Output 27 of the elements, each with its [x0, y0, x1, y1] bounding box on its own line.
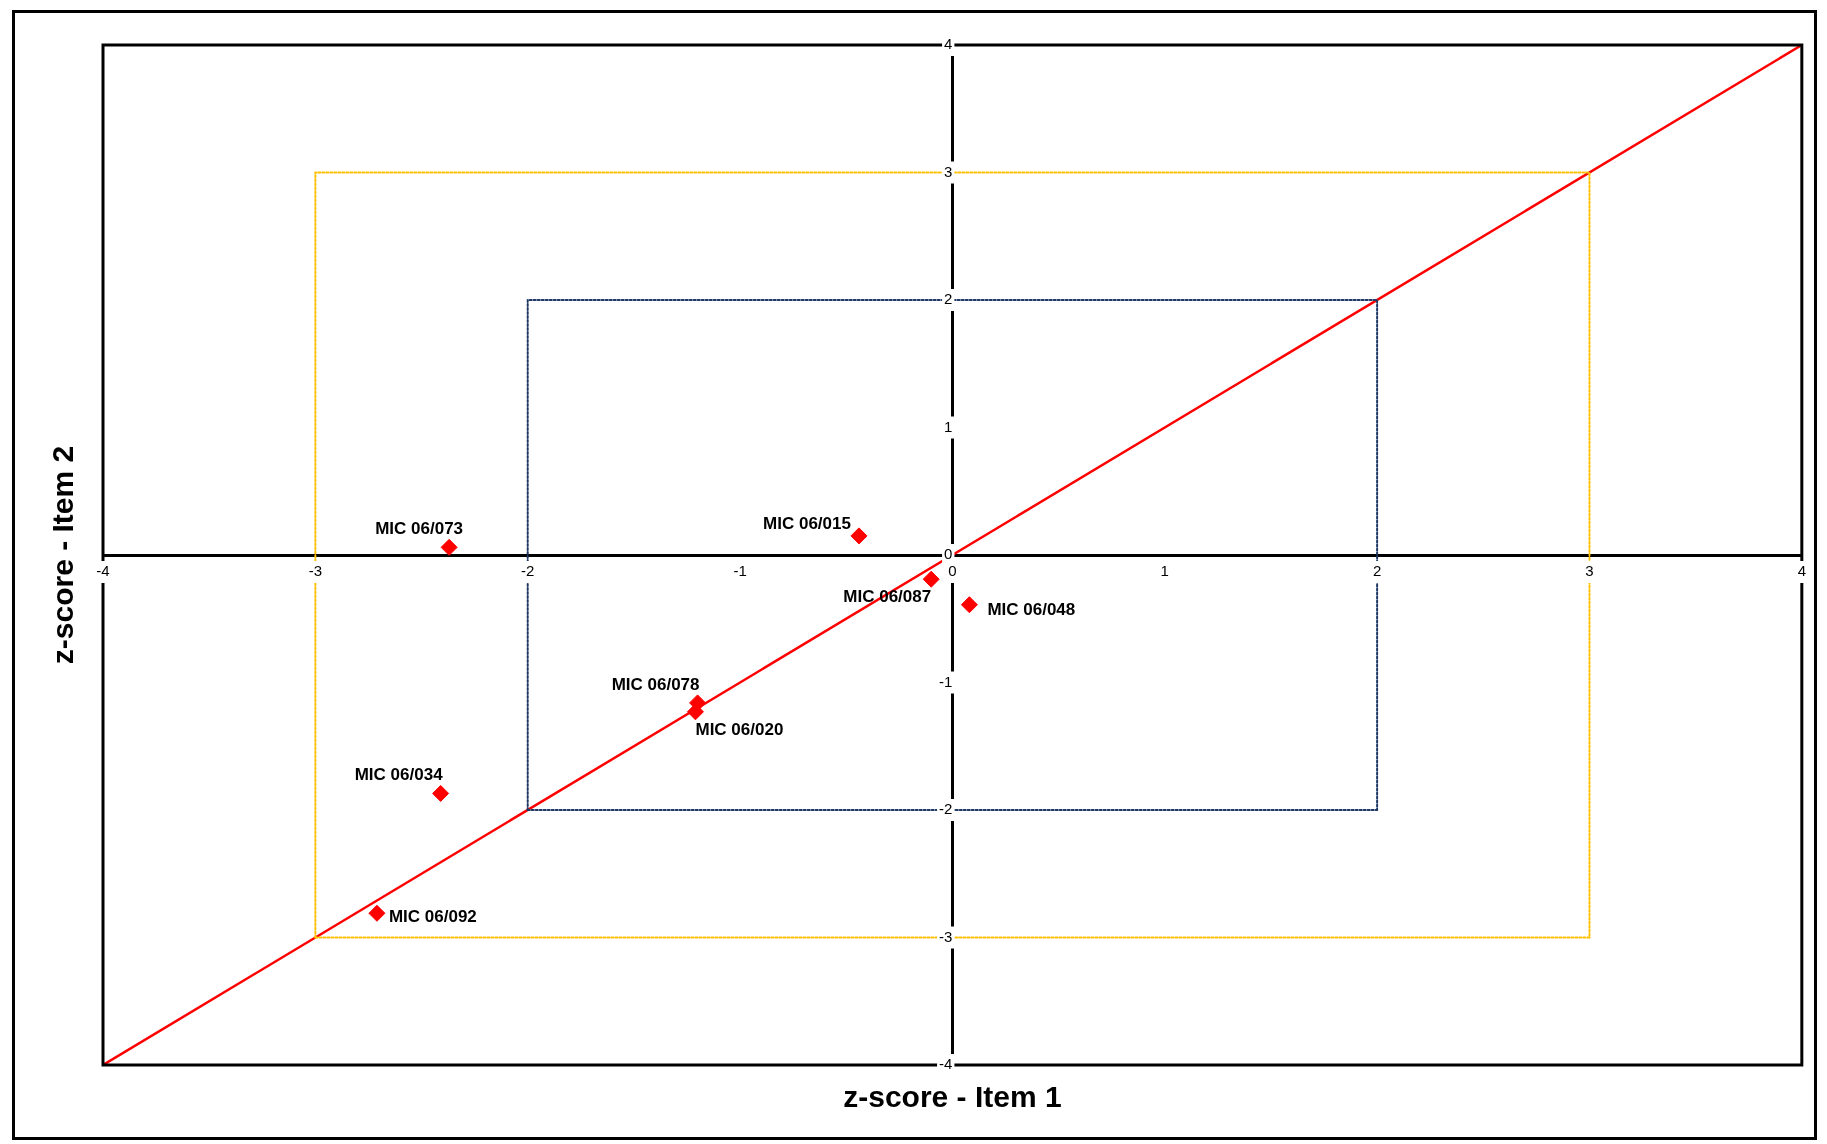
annotation: MIC 06/015 — [763, 513, 851, 533]
y-tick-label: -1 — [939, 672, 953, 690]
annotation: MIC 06/073 — [375, 519, 464, 539]
x-tick-label: 3 — [1585, 562, 1594, 580]
y-tick-label: 2 — [944, 290, 953, 308]
x-axis-title: z-score - Item 1 — [843, 1080, 1062, 1114]
annotation: MIC 06/034 — [354, 765, 444, 785]
y-tick-label: 4 — [944, 35, 953, 53]
annotation: MIC 06/092 — [388, 906, 477, 926]
y-tick-label: 1 — [944, 417, 953, 435]
x-tick-label: -1 — [733, 562, 747, 580]
y-tick-label: -3 — [939, 927, 953, 945]
x-tick-label: -4 — [96, 562, 110, 580]
x-tick-label: 1 — [1160, 562, 1169, 580]
x-tick-label: 2 — [1372, 562, 1382, 580]
y-tick-label: -2 — [939, 800, 953, 818]
annotation: MIC 06/087 — [843, 586, 932, 606]
y-tick-label: 0 — [944, 545, 953, 563]
y-tick-label: -4 — [939, 1055, 953, 1073]
x-tick-label: 4 — [1797, 562, 1806, 580]
annotation: MIC 06/048 — [987, 600, 1076, 620]
y-axis-title: z-score - Item 2 — [46, 445, 80, 665]
annotation: MIC 06/078 — [611, 674, 700, 694]
annotation: MIC 06/020 — [695, 719, 784, 739]
y-tick-label: 3 — [944, 162, 953, 180]
x-tick-label: -2 — [521, 562, 535, 580]
x-tick-label: -3 — [308, 562, 323, 580]
